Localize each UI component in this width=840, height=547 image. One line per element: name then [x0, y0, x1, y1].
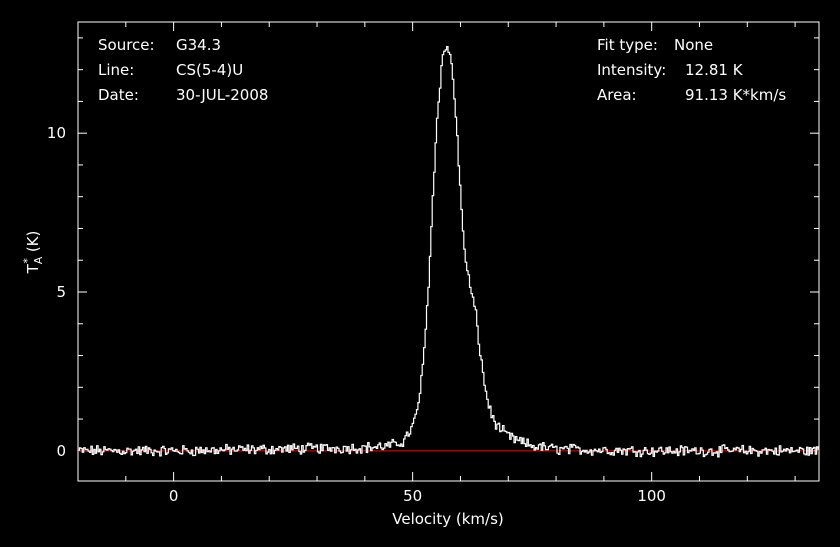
spectrum-line: [78, 46, 820, 458]
y-axis-title-unit: (K): [24, 231, 42, 253]
y-axis-title-main: T: [24, 263, 42, 274]
svg-text:TA*(K): TA* (K): [21, 231, 45, 275]
fit-type-value: None: [674, 36, 713, 54]
source-label: Source:: [98, 36, 155, 54]
y-axis-title: TA* (K): [21, 231, 45, 275]
y-tick-label: 0: [56, 442, 66, 460]
y-axis-title-sup: *: [21, 258, 34, 264]
x-tick-label: 50: [403, 487, 422, 505]
fit-type-label: Fit type:: [597, 36, 658, 54]
x-axis-title: Velocity (km/s): [392, 510, 503, 528]
y-axis-title-sub: A: [32, 256, 45, 264]
line-label: Line:: [98, 61, 134, 79]
intensity-value: 12.81 K: [685, 61, 744, 79]
y-tick-label: 5: [56, 283, 66, 301]
source-value: G34.3: [176, 36, 221, 54]
x-tick-label: 100: [637, 487, 666, 505]
intensity-label: Intensity:: [597, 61, 666, 79]
date-label: Date:: [98, 86, 139, 104]
plot-frame: [77, 21, 820, 482]
date-value: 30-JUL-2008: [176, 86, 268, 104]
line-value: CS(5-4)U: [176, 61, 243, 79]
area-value: 91.13 K*km/s: [685, 86, 786, 104]
y-tick-label: 10: [47, 124, 66, 142]
area-label: Area:: [597, 86, 637, 104]
x-tick-label: 0: [169, 487, 179, 505]
